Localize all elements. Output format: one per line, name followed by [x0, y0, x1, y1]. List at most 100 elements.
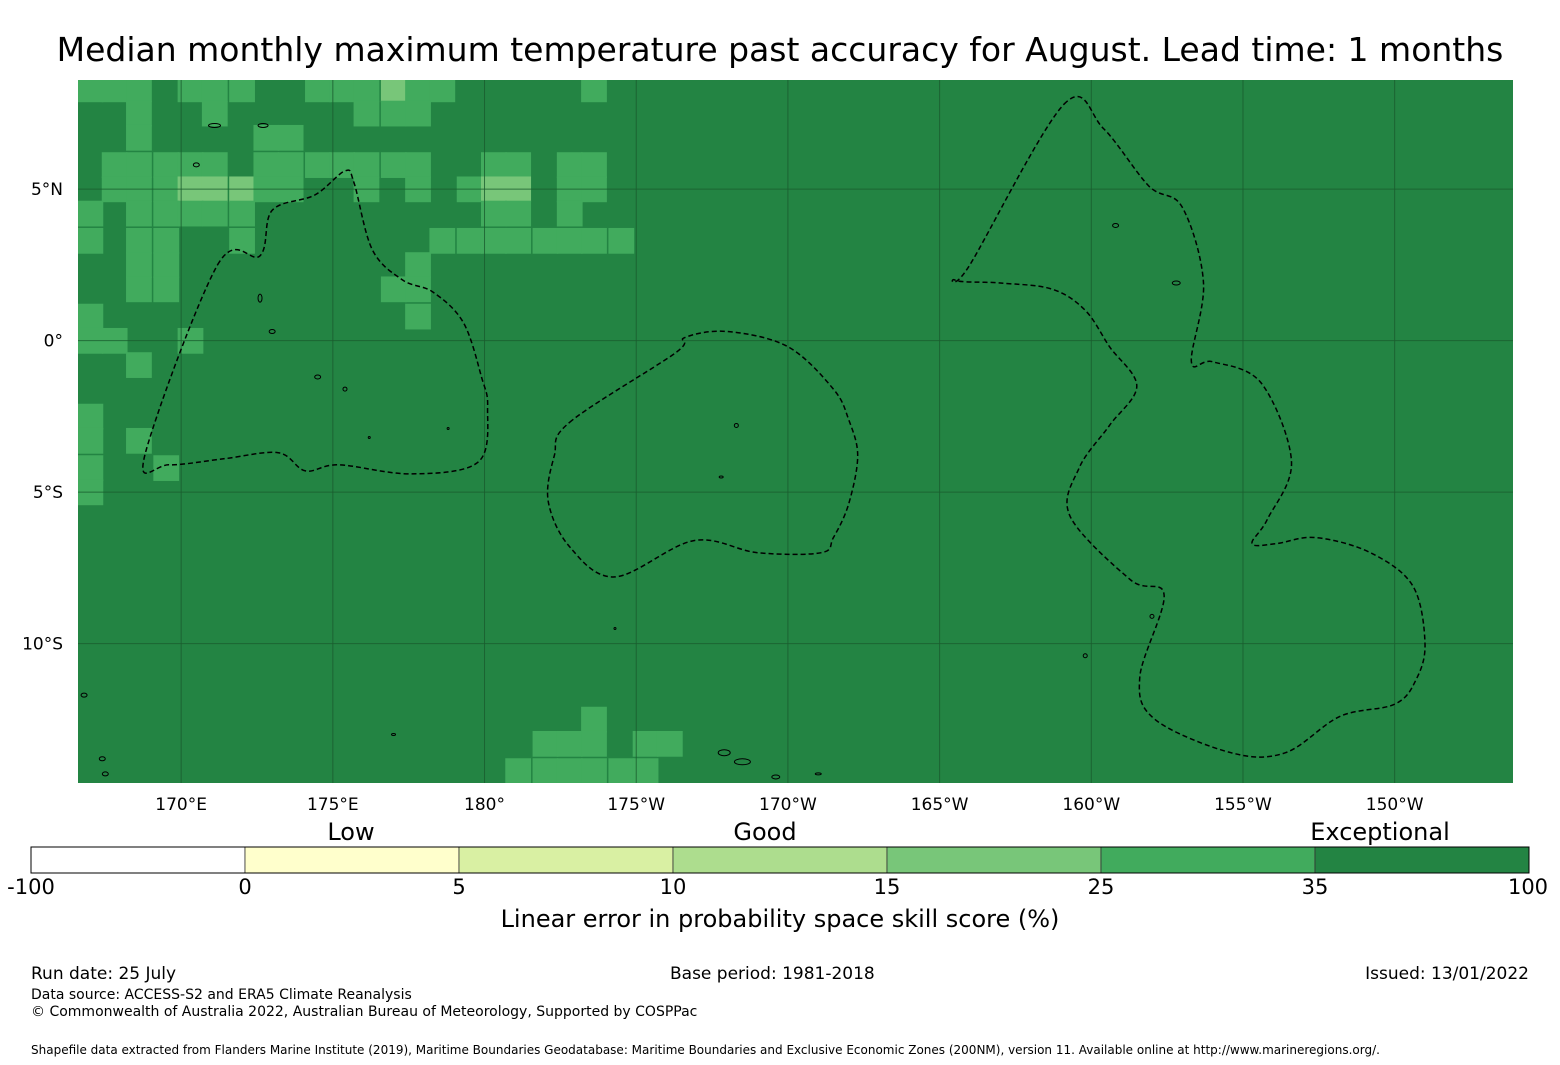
skill-cell	[532, 730, 559, 757]
skill-cell	[380, 152, 407, 178]
eez-boundary	[142, 169, 489, 475]
skill-cell	[581, 152, 607, 178]
colorbar-segment	[30, 846, 246, 874]
skill-cell	[153, 152, 180, 178]
island-outline	[268, 329, 276, 335]
island-outline	[733, 422, 739, 428]
skill-cell	[126, 227, 152, 254]
skill-cell	[380, 276, 407, 303]
skill-cell	[126, 200, 152, 227]
skill-cell	[480, 200, 507, 227]
lat-tick-label: 5°N	[31, 180, 63, 200]
lat-tick-label: 10°S	[22, 635, 63, 655]
island-outline	[1171, 280, 1181, 286]
lon-tick-label: 160°W	[1062, 795, 1120, 815]
skill-cell	[253, 124, 280, 151]
run-date: Run date: 25 July	[31, 964, 177, 984]
island-outline	[314, 374, 322, 380]
lon-tick-label: 175°W	[607, 795, 665, 815]
skill-cell	[305, 152, 331, 178]
skill-cell	[277, 152, 304, 178]
island-outline	[101, 771, 109, 777]
skill-cell	[405, 152, 431, 178]
colorbar-segment	[458, 846, 674, 874]
lon-tick-label: 155°W	[1214, 795, 1272, 815]
skill-cell	[153, 200, 180, 227]
skill-cell	[581, 227, 607, 254]
eez-boundary	[951, 95, 1426, 758]
skill-cell	[556, 730, 583, 757]
skill-cell	[608, 758, 635, 783]
skill-cell	[556, 152, 583, 178]
skill-cell	[253, 152, 280, 178]
skill-cell	[229, 200, 255, 227]
island-outline	[192, 162, 200, 168]
skill-cell	[78, 455, 104, 481]
skill-cell	[505, 758, 532, 783]
island-outline	[98, 756, 106, 762]
skill-cell	[505, 200, 532, 227]
island-outline	[257, 293, 263, 303]
island-outline	[446, 426, 450, 430]
skill-cell	[201, 200, 228, 227]
skill-cell	[656, 730, 683, 757]
colorbar-segment	[672, 846, 888, 874]
skill-cell	[556, 200, 583, 227]
skill-cell	[126, 352, 152, 378]
skill-cell	[78, 403, 104, 430]
lat-tick-label: 0°	[44, 332, 63, 352]
island-outline	[1082, 653, 1088, 659]
skill-cell	[380, 100, 407, 127]
colorbar-tick: 0	[238, 875, 252, 899]
skill-cell	[126, 80, 152, 103]
skill-cell	[78, 200, 104, 227]
skill-cell	[632, 758, 659, 783]
category-low: Low	[327, 818, 375, 846]
category-good: Good	[733, 818, 797, 846]
skill-cell	[153, 252, 180, 278]
skill-cell	[201, 100, 228, 127]
lon-tick-label: 180°	[464, 795, 505, 815]
skill-cell	[608, 227, 635, 254]
chart-title: Median monthly maximum temperature past …	[56, 30, 1504, 69]
colorbar-segment	[886, 846, 1102, 874]
colorbar-segment	[1100, 846, 1316, 874]
colorbar-tick: 15	[873, 875, 901, 899]
skill-cell	[78, 80, 104, 103]
skill-cell	[581, 730, 607, 757]
colorbar-tick: 5	[452, 875, 466, 899]
skill-cell	[305, 80, 331, 103]
skill-cell	[380, 80, 407, 103]
lon-tick-label: 165°W	[911, 795, 969, 815]
shapefile-credit: Shapefile data extracted from Flanders M…	[31, 1043, 1380, 1057]
skill-cell	[277, 124, 304, 151]
lon-tick-label: 170°W	[759, 795, 817, 815]
skill-cell	[101, 80, 128, 103]
skill-cell	[153, 227, 180, 254]
colorbar-frame	[30, 846, 1530, 874]
island-outline	[733, 758, 751, 766]
skill-cell	[201, 152, 228, 178]
skill-cell	[581, 758, 607, 783]
skill-cell	[229, 227, 255, 254]
lon-tick-label: 150°W	[1366, 795, 1424, 815]
skill-cell	[581, 706, 607, 733]
skill-cell	[78, 303, 104, 330]
island-outline	[1149, 613, 1155, 619]
skill-cell	[405, 303, 431, 330]
skill-cell	[126, 427, 152, 454]
skill-cell	[177, 200, 204, 227]
island-outline	[257, 122, 269, 128]
skill-cell	[532, 758, 559, 783]
colorbar-tick: 10	[659, 875, 687, 899]
skill-cell	[581, 80, 607, 103]
colorbar-tick: -100	[7, 875, 55, 899]
colorbar-tick: 35	[1301, 875, 1329, 899]
skill-cell	[456, 227, 483, 254]
skill-cell	[505, 227, 532, 254]
base-period: Base period: 1981-2018	[670, 964, 875, 984]
skill-cell	[329, 152, 356, 178]
skill-cell	[126, 124, 152, 151]
skill-cell	[556, 758, 583, 783]
